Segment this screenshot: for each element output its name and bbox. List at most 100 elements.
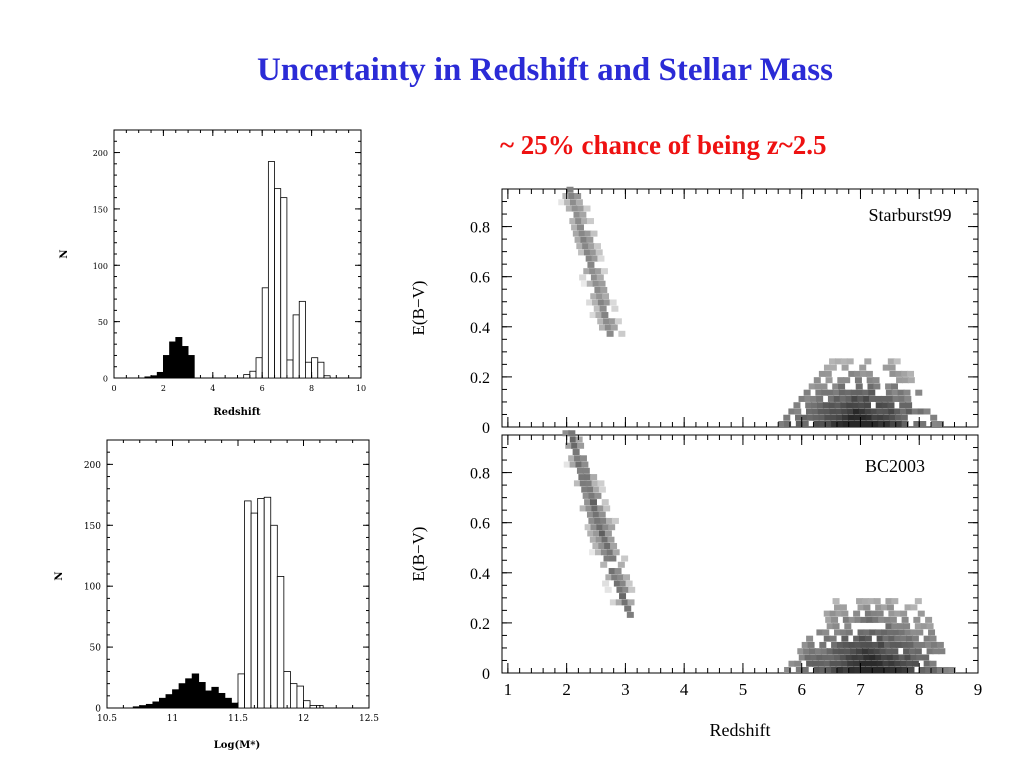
density-cell <box>917 408 925 415</box>
density-cell <box>877 414 885 421</box>
density-cell <box>835 408 843 415</box>
density-cell <box>614 568 622 575</box>
histogram-bar <box>169 341 177 379</box>
density-cell <box>900 408 908 415</box>
starburst99-density-cells <box>558 186 944 427</box>
density-cell <box>597 505 605 512</box>
density-cell <box>845 654 853 661</box>
histogram-bar <box>224 697 232 709</box>
density-cell <box>823 408 831 415</box>
density-cell <box>826 648 834 655</box>
density-cell <box>844 648 852 655</box>
density-cell <box>878 667 886 673</box>
x-tick-label: 2 <box>161 384 166 393</box>
density-cell <box>829 408 837 415</box>
histogram-bar <box>311 357 319 379</box>
density-cell <box>594 517 602 524</box>
density-cell <box>863 604 871 611</box>
density-cell <box>611 574 619 581</box>
density-cell <box>848 641 856 648</box>
histogram-bar <box>139 705 147 709</box>
density-cell <box>592 280 600 287</box>
density-cell <box>858 408 866 415</box>
density-cell <box>811 408 819 415</box>
density-cell <box>919 667 927 673</box>
density-cell <box>615 599 623 606</box>
density-cell <box>903 389 911 396</box>
density-cell <box>936 641 944 648</box>
density-cell <box>886 654 894 661</box>
density-cell <box>834 604 842 611</box>
density-cell <box>908 648 916 655</box>
density-cell <box>925 667 933 673</box>
slide-title: Uncertainty in Redshift and Stellar Mass <box>257 52 833 88</box>
density-cell <box>853 610 861 617</box>
density-cell <box>592 486 600 493</box>
density-cell <box>880 395 888 402</box>
density-cell <box>882 635 890 642</box>
density-cell <box>848 616 856 623</box>
density-cell <box>805 408 813 415</box>
y-tick-label: 0.4 <box>470 566 490 583</box>
x-tick-label: 2 <box>562 680 571 699</box>
density-cell <box>847 414 855 421</box>
density-cell <box>625 580 633 587</box>
density-cell <box>899 402 907 409</box>
density-cell <box>806 660 814 667</box>
density-cell <box>888 408 896 415</box>
density-cell <box>585 255 593 262</box>
density-cell <box>886 629 894 636</box>
density-cell <box>819 421 827 427</box>
bc2003-ticks: 0 0.2 0.4 0.6 0.8 1 2 3 4 5 6 7 8 9 <box>470 435 982 699</box>
density-cell <box>871 414 879 421</box>
density-cell <box>597 318 605 325</box>
density-cell <box>838 383 846 390</box>
bc2003-density-cells <box>562 430 956 673</box>
density-cell <box>907 667 915 673</box>
density-cell <box>596 293 604 300</box>
bc2003-xlabel: Redshift <box>710 720 771 740</box>
redshift-histogram-bars <box>144 161 331 379</box>
density-cell <box>832 383 840 390</box>
density-cell <box>825 616 833 623</box>
density-cell <box>850 389 858 396</box>
density-cell <box>860 667 868 673</box>
density-cell <box>926 623 934 630</box>
density-cell <box>575 218 583 225</box>
density-cell <box>806 414 814 421</box>
density-cell <box>591 480 599 487</box>
density-cell <box>898 395 906 402</box>
density-cell <box>863 402 871 409</box>
density-cell <box>836 414 844 421</box>
density-cell <box>859 660 866 667</box>
density-cell <box>889 421 897 427</box>
histogram-bar <box>289 683 298 709</box>
density-cell <box>847 660 855 667</box>
x-tick-label: 0 <box>111 384 116 393</box>
density-cell <box>862 389 870 396</box>
density-cell <box>907 641 915 648</box>
density-cell <box>610 542 618 549</box>
density-cell <box>868 389 876 396</box>
starburst99-ylabel: E(B−V) <box>409 281 428 336</box>
density-cell <box>597 299 605 306</box>
density-cell <box>591 505 599 512</box>
histogram-bar <box>276 576 285 709</box>
density-cell <box>913 641 921 648</box>
density-cell <box>910 654 918 661</box>
density-cell <box>574 455 582 462</box>
density-cell <box>905 402 913 409</box>
density-cell <box>598 530 606 537</box>
density-cell <box>842 641 850 648</box>
density-cell <box>860 421 868 427</box>
density-cell <box>864 610 872 617</box>
density-cell <box>813 667 821 673</box>
density-cell <box>900 610 908 617</box>
density-cell <box>839 654 847 661</box>
x-tick-label: 9 <box>974 680 983 699</box>
density-cell <box>883 616 891 623</box>
density-cell <box>800 414 808 421</box>
density-cell <box>627 599 635 606</box>
density-cell <box>878 641 886 648</box>
density-cell <box>597 480 605 487</box>
